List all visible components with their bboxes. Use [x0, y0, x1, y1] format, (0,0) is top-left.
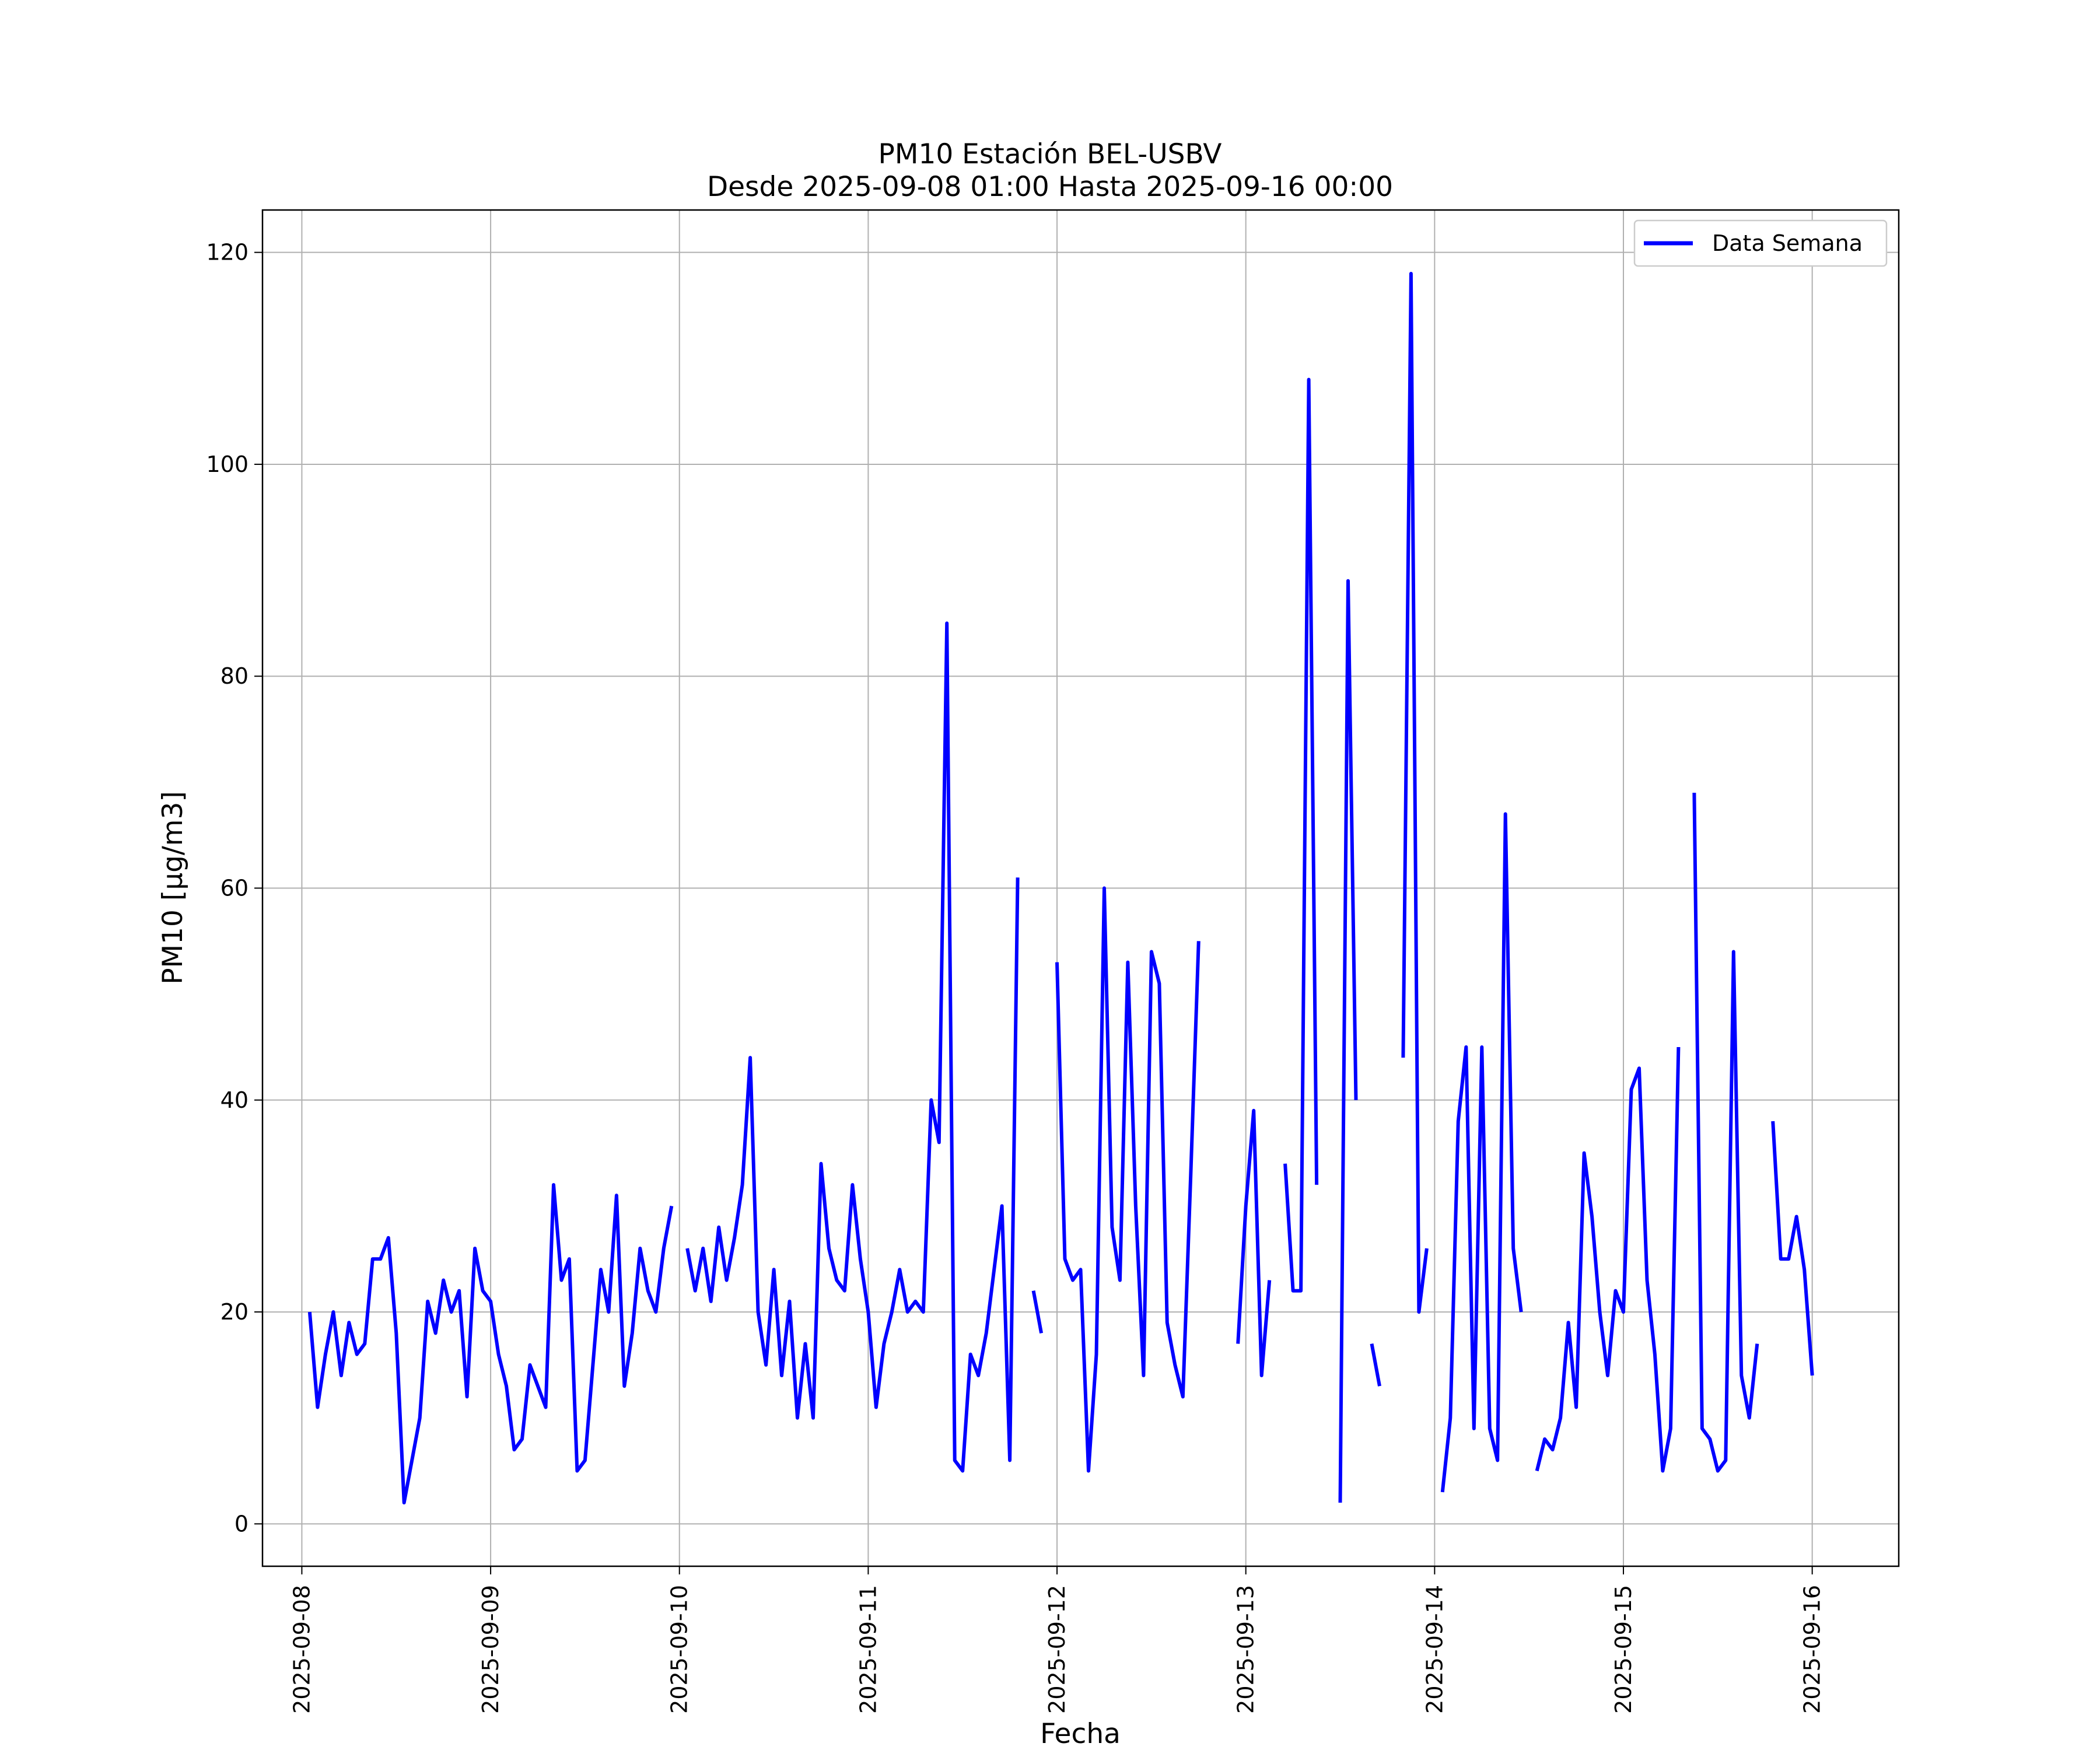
- series-line-segment-5: [1236, 1108, 1272, 1377]
- series-line-segment-12: [1692, 792, 1759, 1473]
- series-line-segment-10: [1440, 812, 1523, 1493]
- x-tick-label: 2025-09-14: [1422, 1585, 1447, 1714]
- chart-title: PM10 Estación BEL-USBV: [878, 138, 1222, 170]
- y-tick-label: 60: [220, 876, 249, 901]
- series-line-segment-8: [1370, 1343, 1381, 1387]
- series-line-segment-11: [1535, 1046, 1681, 1473]
- x-tick-label: 2025-09-10: [667, 1585, 692, 1714]
- x-tick-label: 2025-09-08: [289, 1585, 314, 1714]
- x-tick-label: 2025-09-16: [1800, 1585, 1825, 1714]
- y-tick-label: 80: [220, 663, 249, 689]
- legend-box: [1633, 219, 1888, 267]
- series-line-segment-9: [1401, 272, 1429, 1314]
- grid-lines: [262, 210, 1899, 1566]
- y-tick-label: 100: [206, 452, 249, 477]
- y-axis-label: PM10 [μg/m3]: [157, 791, 189, 985]
- series-lines: [307, 272, 1814, 1504]
- plot-frame: [261, 209, 1900, 1567]
- x-tick-label: 2025-09-15: [1611, 1585, 1636, 1714]
- y-tick-label: 0: [235, 1511, 249, 1536]
- x-axis-label: Fecha: [1040, 1718, 1121, 1750]
- x-tick-label: 2025-09-12: [1044, 1585, 1070, 1714]
- y-tick-label: 20: [220, 1299, 249, 1325]
- series-line-segment-3: [1031, 1290, 1044, 1334]
- series-line-segment-1: [307, 1183, 674, 1504]
- series-line-segment-13: [1771, 1121, 1814, 1376]
- y-tick-label: 40: [220, 1087, 249, 1113]
- x-tick-label: 2025-09-09: [478, 1585, 503, 1714]
- series-line-segment-2: [685, 621, 1020, 1473]
- y-tick-label: 120: [206, 240, 249, 265]
- chart-subtitle: Desde 2025-09-08 01:00 Hasta 2025-09-16 …: [707, 171, 1393, 203]
- series-line-segment-4: [1055, 886, 1200, 1473]
- legend: Data Semana: [1633, 219, 1888, 267]
- series-line-segment-7: [1338, 579, 1358, 1503]
- series-line-segment-6: [1283, 377, 1319, 1293]
- legend-label-data-semana: Data Semana: [1712, 230, 1863, 256]
- axis-ticks: 2025-09-08 2025-09-09 2025-09-10 2025-09-11…: [206, 240, 1825, 1714]
- x-tick-label: 2025-09-13: [1233, 1585, 1259, 1714]
- x-tick-label: 2025-09-11: [855, 1585, 881, 1714]
